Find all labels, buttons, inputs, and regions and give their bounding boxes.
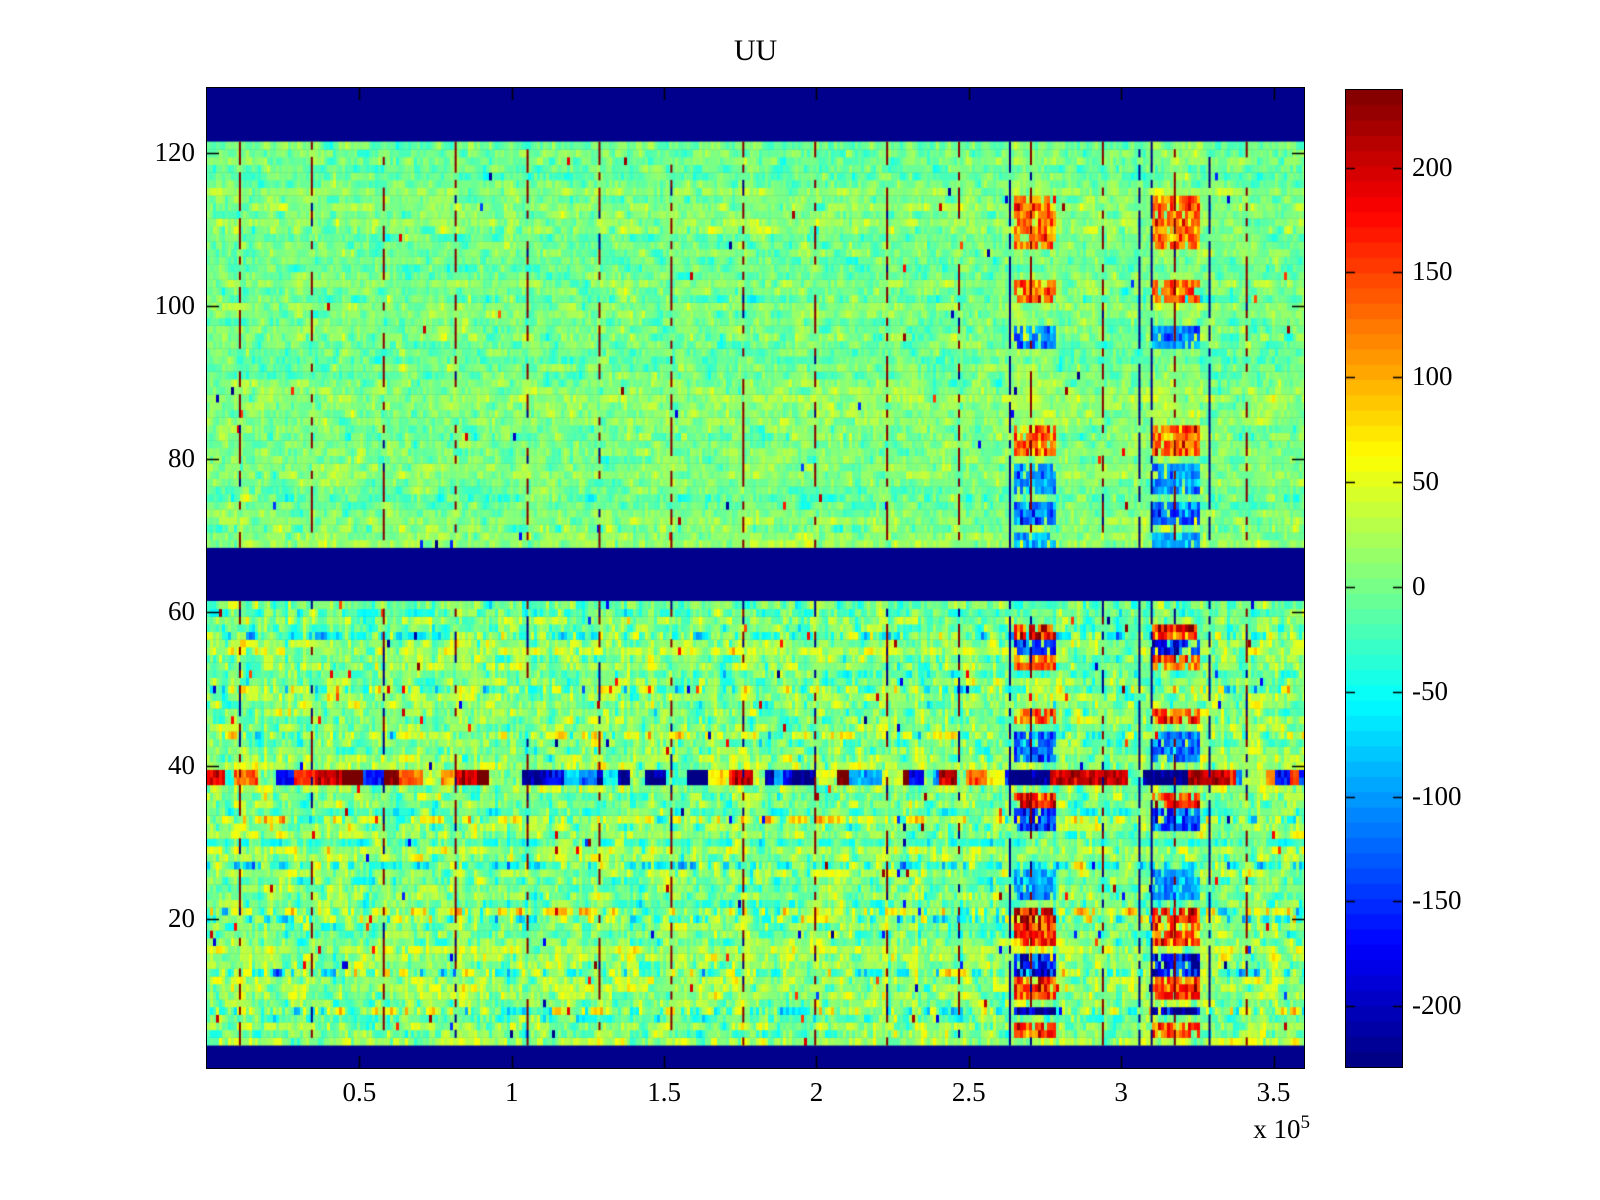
y-tick-label: 20 bbox=[168, 902, 195, 933]
colorbar-tick-label: -50 bbox=[1412, 675, 1448, 706]
colorbar-tick-label: -150 bbox=[1412, 885, 1462, 916]
x-tick-label: 2.5 bbox=[951, 1077, 986, 1107]
x-tick-label: 2 bbox=[809, 1077, 824, 1107]
colorbar-tick-label: 150 bbox=[1412, 256, 1453, 287]
x-axis-exponent-label: x 105 bbox=[1150, 1112, 1310, 1145]
y-tick-label: 120 bbox=[154, 137, 196, 168]
x-tick-label: 3 bbox=[1114, 1077, 1128, 1107]
colorbar-canvas bbox=[1346, 90, 1402, 1067]
y-tick-label: 100 bbox=[154, 290, 196, 321]
colorbar-tick-label: -100 bbox=[1412, 780, 1462, 811]
offset-exponent: 5 bbox=[1300, 1112, 1311, 1133]
colorbar bbox=[1345, 89, 1403, 1068]
y-tick-label: 60 bbox=[168, 596, 195, 627]
colorbar-tick-label: -200 bbox=[1412, 990, 1462, 1021]
colorbar-tick-label: 200 bbox=[1412, 151, 1453, 182]
y-tick-label: 80 bbox=[168, 443, 195, 474]
plot-area bbox=[206, 87, 1305, 1069]
x-tick-label: 3.5 bbox=[1256, 1077, 1291, 1107]
y-tick-label: 40 bbox=[168, 749, 195, 780]
heatmap-canvas bbox=[207, 88, 1304, 1068]
x-tick-label: 1.5 bbox=[647, 1077, 681, 1107]
colorbar-tick-label: 100 bbox=[1412, 361, 1453, 392]
offset-base: x 10 bbox=[1253, 1114, 1301, 1144]
chart-title: UU bbox=[733, 34, 778, 67]
x-tick-label: 1 bbox=[504, 1077, 519, 1107]
colorbar-tick-label: 0 bbox=[1412, 570, 1426, 601]
x-tick-label: 0.5 bbox=[342, 1077, 377, 1107]
colorbar-tick-label: 50 bbox=[1412, 466, 1439, 497]
